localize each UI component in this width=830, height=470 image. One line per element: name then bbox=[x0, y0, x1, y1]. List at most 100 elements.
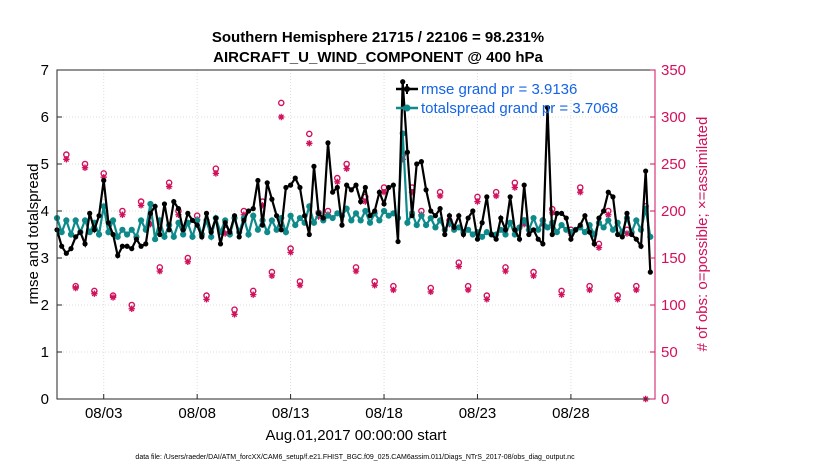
chart-title: Southern Hemisphere 21715 / 22106 = 98.2… bbox=[212, 29, 544, 46]
obs-assimilated-point bbox=[287, 249, 294, 256]
rmse-point bbox=[171, 199, 177, 205]
x-tick-label: 08/08 bbox=[178, 405, 216, 422]
rmse-point bbox=[605, 189, 611, 195]
obs-assimilated-point bbox=[362, 198, 369, 205]
totalspread-point bbox=[507, 219, 514, 226]
totalspread-point bbox=[413, 222, 420, 229]
rmse-point bbox=[166, 227, 172, 233]
rmse-point bbox=[530, 227, 537, 233]
legend-spread-marker bbox=[403, 104, 411, 112]
rmse-point bbox=[147, 210, 154, 216]
rmse-point bbox=[386, 184, 392, 191]
rmse-point bbox=[82, 241, 88, 247]
obs-assimilated-point bbox=[614, 296, 621, 303]
obs-assimilated-point bbox=[165, 183, 173, 190]
rmse-point bbox=[278, 227, 284, 233]
y-right-tick-label: 50 bbox=[661, 344, 678, 361]
rmse-point bbox=[213, 215, 219, 221]
rmse-point bbox=[563, 215, 569, 221]
totalspread-point bbox=[600, 224, 607, 231]
y-right-tick-label: 200 bbox=[661, 203, 686, 220]
rmse-point bbox=[348, 187, 354, 193]
rmse-point bbox=[488, 231, 495, 238]
rmse-point bbox=[241, 217, 247, 223]
totalspread-point bbox=[544, 224, 551, 231]
rmse-point bbox=[119, 243, 126, 249]
rmse-point bbox=[157, 231, 163, 238]
rmse-point bbox=[596, 215, 602, 221]
rmse-point bbox=[367, 213, 373, 219]
rmse-point bbox=[376, 189, 382, 195]
rmse-point bbox=[63, 250, 69, 256]
legend-rmse-dot bbox=[404, 86, 410, 92]
obs-assimilated-point bbox=[436, 192, 444, 200]
rmse-point bbox=[549, 231, 555, 238]
obs-assimilated-point bbox=[137, 202, 145, 209]
rmse-point bbox=[101, 177, 107, 184]
rmse-point bbox=[577, 222, 583, 228]
rmse-point bbox=[325, 140, 331, 146]
obs-assimilated-point bbox=[91, 290, 98, 297]
totalspread-point bbox=[366, 219, 374, 226]
obs-assimilated-point bbox=[109, 294, 117, 301]
totalspread-point bbox=[380, 207, 388, 215]
rmse-point bbox=[358, 199, 364, 205]
obs-assimilated-point bbox=[455, 263, 462, 270]
totalspread-point bbox=[254, 226, 261, 233]
rmse-point bbox=[535, 236, 541, 242]
legend: rmse grand pr = 3.9136 totalspread grand… bbox=[396, 81, 618, 117]
obs-assimilated-point bbox=[306, 140, 313, 147]
obs-assimilated-point bbox=[502, 267, 509, 275]
rmse-point bbox=[451, 224, 457, 231]
totalspread-point bbox=[418, 212, 425, 219]
rmse-point bbox=[73, 234, 79, 240]
rmse-point bbox=[339, 222, 345, 228]
rmse-point bbox=[465, 215, 471, 221]
y-tick-label: 7 bbox=[41, 62, 49, 79]
rmse-point bbox=[423, 187, 429, 193]
totalspread-point bbox=[581, 229, 589, 236]
y-right-tick-label: 300 bbox=[661, 109, 686, 126]
rmse-point bbox=[381, 201, 387, 207]
rmse-point bbox=[493, 236, 499, 242]
obs-assimilated-point bbox=[483, 296, 491, 303]
totalspread-point bbox=[264, 229, 271, 236]
rmse-point bbox=[245, 208, 252, 214]
rmse-point bbox=[601, 208, 607, 214]
rmse-point bbox=[446, 213, 453, 219]
rmse-point bbox=[208, 229, 214, 235]
obs-assimilated-point bbox=[63, 156, 70, 163]
y-tick-label: 4 bbox=[41, 203, 49, 220]
totalspread-point bbox=[250, 212, 257, 219]
rmse-point bbox=[470, 208, 476, 214]
y-right-tick-label: 100 bbox=[661, 297, 686, 314]
totalspread-point bbox=[553, 229, 560, 236]
totalspread-point bbox=[535, 226, 542, 233]
obs-assimilated-point bbox=[623, 230, 631, 237]
rmse-point bbox=[554, 210, 560, 216]
rmse-point bbox=[456, 213, 462, 219]
obs-assimilated-point bbox=[278, 113, 285, 121]
rmse-point bbox=[152, 203, 158, 209]
rmse-point bbox=[586, 229, 593, 235]
obs-assimilated-point bbox=[530, 272, 537, 280]
obs-assimilated-point bbox=[259, 202, 266, 209]
x-tick-label: 08/28 bbox=[552, 405, 590, 422]
totalspread-point bbox=[147, 200, 154, 208]
totalspread-point bbox=[502, 231, 509, 238]
rmse-point bbox=[185, 210, 191, 216]
obs-assimilated-point bbox=[128, 305, 135, 312]
rmse-point bbox=[129, 246, 135, 252]
series-lines bbox=[53, 79, 654, 275]
totalspread-point bbox=[119, 226, 126, 233]
rmse-point bbox=[629, 231, 635, 238]
totalspread-point bbox=[352, 210, 360, 217]
rmse-point bbox=[259, 222, 266, 228]
y-tick-label: 5 bbox=[41, 156, 49, 173]
totalspread-point bbox=[469, 231, 476, 238]
totalspread-point bbox=[268, 217, 276, 224]
rmse-point bbox=[194, 222, 200, 228]
y-right-tick-label: 0 bbox=[661, 391, 669, 408]
totalspread-point bbox=[128, 226, 135, 233]
